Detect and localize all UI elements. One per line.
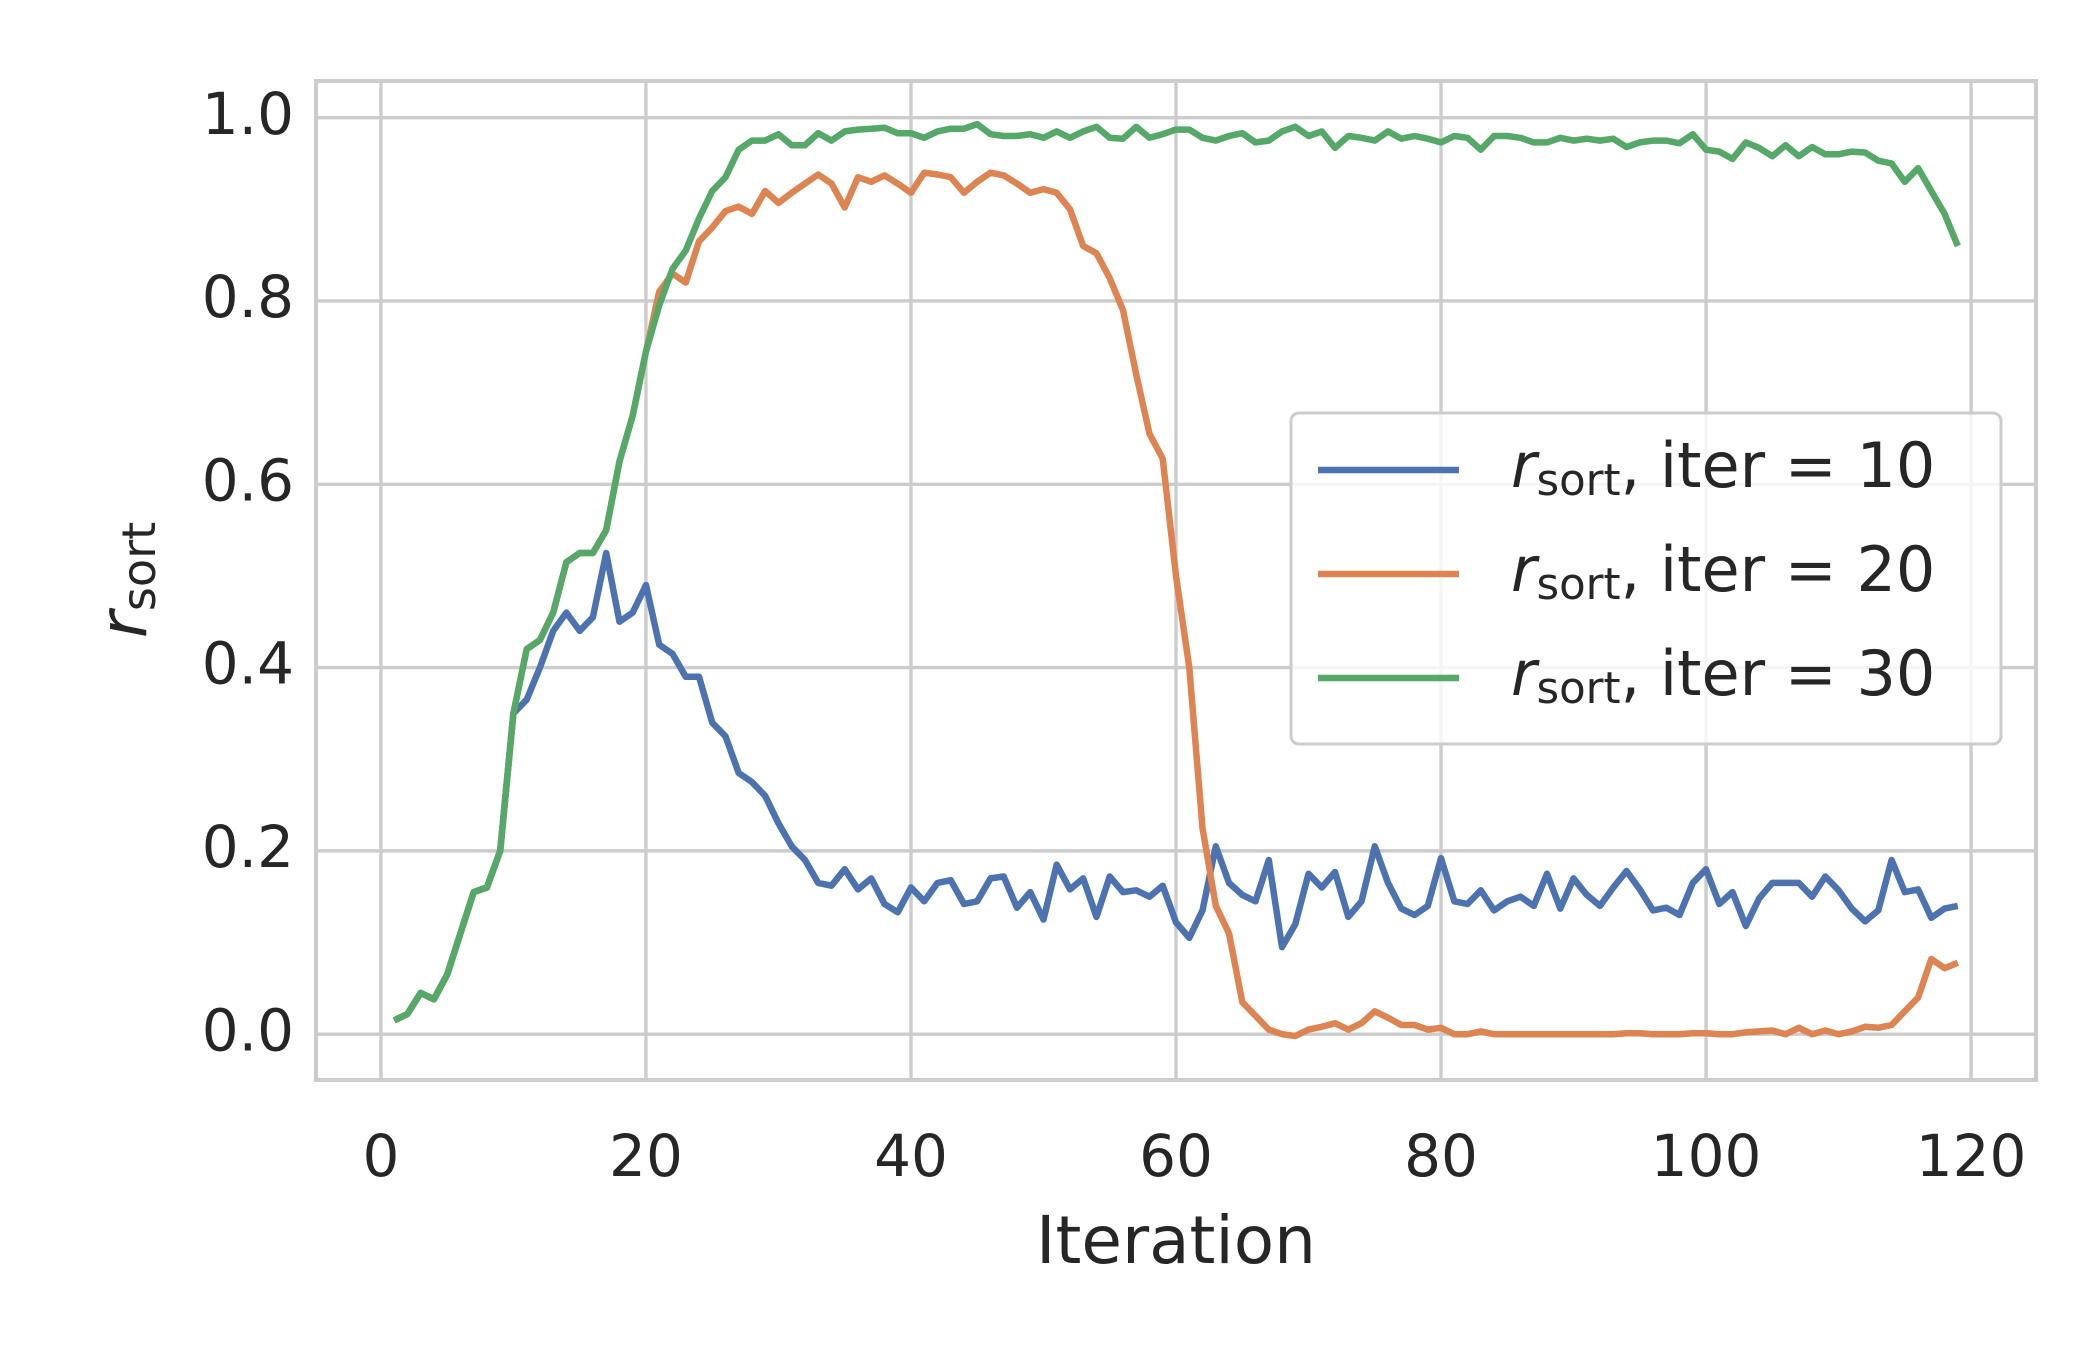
x-tick-label: 80 bbox=[1404, 1122, 1478, 1190]
x-axis-label: Iteration bbox=[1036, 1202, 1316, 1279]
data-line bbox=[392, 549, 1959, 1024]
y-tick-label: 0.4 bbox=[202, 630, 294, 698]
legend-box bbox=[1289, 411, 2003, 746]
x-tick-label: 120 bbox=[1916, 1122, 2027, 1190]
y-tick-label: 1.0 bbox=[202, 80, 294, 148]
y-axis-label: rsort bbox=[85, 522, 165, 639]
x-tick-label: 100 bbox=[1651, 1122, 1762, 1190]
x-tick-label: 40 bbox=[874, 1122, 948, 1190]
y-tick-label: 0.8 bbox=[202, 263, 294, 331]
legend-label: rsort, iter = 20 bbox=[1511, 533, 1935, 609]
y-tick-label: 0.6 bbox=[202, 446, 294, 514]
y-tick-label: 0.2 bbox=[202, 813, 294, 881]
x-tick-label: 0 bbox=[362, 1122, 399, 1190]
data-line bbox=[392, 120, 1961, 1024]
legend-label: rsort, iter = 30 bbox=[1511, 637, 1935, 713]
x-tick-label: 60 bbox=[1139, 1122, 1213, 1190]
legend-label: rsort, iter = 10 bbox=[1511, 429, 1935, 505]
y-tick-label: 0.0 bbox=[202, 996, 294, 1064]
x-tick-label: 20 bbox=[609, 1122, 683, 1190]
plot-frame bbox=[314, 79, 2038, 1082]
